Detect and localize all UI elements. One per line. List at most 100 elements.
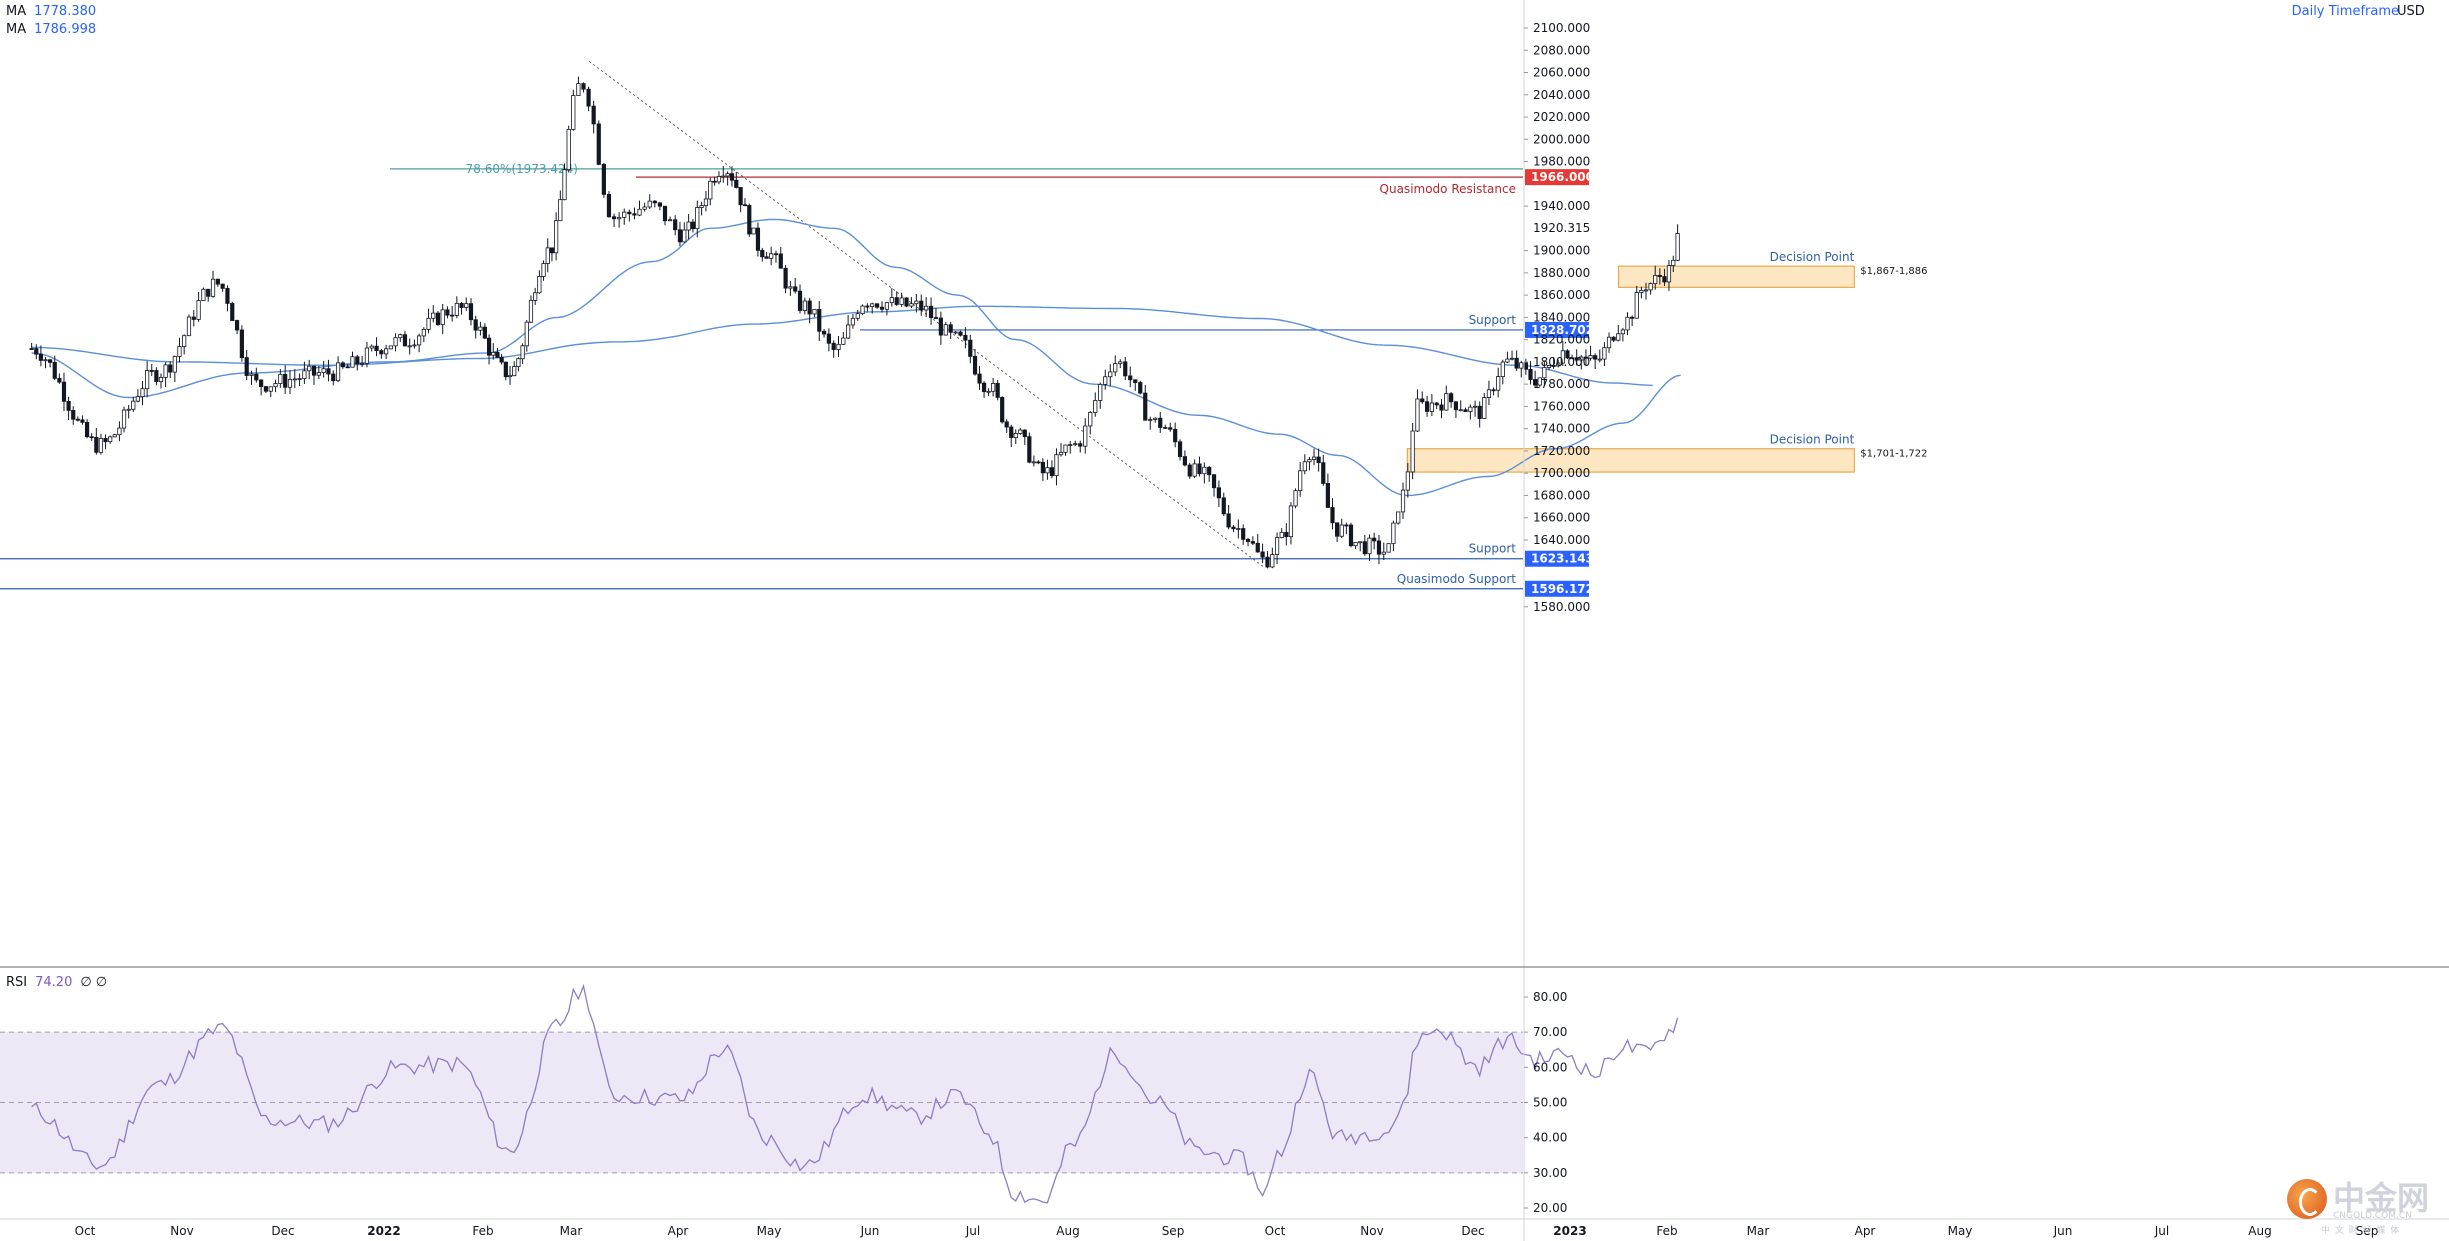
candle-body xyxy=(398,334,403,339)
candle-body xyxy=(617,216,622,220)
candle-body xyxy=(158,377,164,383)
candle-body xyxy=(884,302,890,310)
candle-body xyxy=(716,176,722,183)
candle-body xyxy=(206,288,211,297)
price-tick-label: 2060.000 xyxy=(1533,66,1590,80)
candle-body xyxy=(1260,551,1265,558)
candle-body xyxy=(384,348,389,355)
candle-body xyxy=(1054,454,1059,477)
candle-body xyxy=(350,356,355,368)
candle-body xyxy=(991,383,996,392)
candle-body xyxy=(1353,542,1358,547)
candle-body xyxy=(316,372,321,376)
candle-body xyxy=(889,297,894,304)
price-tick-label: 1680.000 xyxy=(1533,488,1590,502)
candle-body xyxy=(673,219,678,231)
candle-body xyxy=(1348,524,1354,547)
candle-body xyxy=(163,364,168,378)
candle-body xyxy=(1182,456,1187,466)
candle-body xyxy=(1439,404,1444,411)
candle-body xyxy=(1018,429,1023,434)
price-tick-label: 1640.000 xyxy=(1533,533,1590,547)
decision-zone xyxy=(1617,265,1855,288)
candle-body xyxy=(1013,433,1018,438)
candle-body xyxy=(1514,357,1519,369)
candle-body xyxy=(57,377,62,383)
time-tick-label: Apr xyxy=(1855,1224,1876,1238)
candle-body xyxy=(201,288,206,301)
candle-body xyxy=(778,253,783,269)
candle-body xyxy=(537,276,542,294)
candle-body xyxy=(426,317,431,330)
price-badge-label: 1623.143 xyxy=(1531,552,1594,566)
candle-body xyxy=(1250,541,1255,544)
candle-body xyxy=(533,292,538,301)
candle-body xyxy=(1523,362,1528,370)
candle-body xyxy=(769,253,774,259)
candle-body xyxy=(1083,425,1088,447)
candle-body xyxy=(1027,436,1032,463)
price-tick-label: 1980.000 xyxy=(1533,155,1590,169)
price-tick-label: 2000.000 xyxy=(1533,132,1590,146)
candle-body xyxy=(112,434,117,438)
candle-body xyxy=(524,321,529,347)
candle-body xyxy=(239,329,244,358)
candle-body xyxy=(154,370,159,383)
candle-body xyxy=(345,366,350,369)
decision-zone-label: Decision Point xyxy=(1770,433,1855,447)
candle-body xyxy=(1453,401,1459,411)
candle-body xyxy=(1255,542,1260,553)
candle-body xyxy=(1241,528,1246,540)
candle-body xyxy=(1202,466,1207,475)
candle-body xyxy=(249,373,254,376)
candle-body xyxy=(571,95,576,130)
candle-body xyxy=(1444,393,1449,411)
candle-body xyxy=(541,263,546,277)
candle-body xyxy=(478,326,483,331)
candle-body xyxy=(826,333,831,344)
rsi-tick-label: 40.00 xyxy=(1533,1131,1567,1145)
ma-legend-1: MA 1778.380 xyxy=(6,4,96,19)
candle-body xyxy=(812,308,817,315)
candle-body xyxy=(254,373,259,381)
candle-body xyxy=(103,438,108,443)
time-tick-label: 2022 xyxy=(367,1224,400,1238)
candle-body xyxy=(71,410,76,420)
candle-body xyxy=(1284,531,1289,538)
candle-body xyxy=(140,388,145,397)
candle-body xyxy=(1424,401,1430,412)
candle-body xyxy=(1639,289,1644,293)
candle-body xyxy=(1004,421,1009,428)
candle-body xyxy=(632,213,637,216)
price-tick-label: 1840.000 xyxy=(1533,310,1590,324)
price-tick-label: 1820.000 xyxy=(1533,333,1590,347)
candle-body xyxy=(627,211,632,215)
candle-body xyxy=(331,373,336,382)
candle-body xyxy=(821,330,827,335)
candle-body xyxy=(788,286,793,289)
candle-body xyxy=(407,345,412,348)
candle-body xyxy=(459,302,464,308)
candle-body xyxy=(1118,361,1123,365)
candle-body xyxy=(1537,377,1542,386)
candle-body xyxy=(417,335,422,346)
candle-body xyxy=(1058,451,1064,456)
candle-body xyxy=(374,345,379,351)
candle-body xyxy=(686,221,691,231)
time-tick-label: Nov xyxy=(170,1224,193,1238)
candle-body xyxy=(1381,551,1386,555)
candle-body xyxy=(703,198,709,207)
candle-body xyxy=(1391,522,1396,545)
level-label: Support xyxy=(1469,542,1517,556)
candle-body xyxy=(865,305,870,308)
candle-body xyxy=(637,208,642,216)
candle-body xyxy=(657,202,663,207)
price-tick-label: 1800.000 xyxy=(1533,355,1590,369)
candle-body xyxy=(894,297,899,305)
candle-body xyxy=(747,205,752,235)
watermark-logo-icon xyxy=(2287,1179,2327,1219)
candle-body xyxy=(1211,474,1217,489)
candle-body xyxy=(611,216,617,220)
candle-body xyxy=(1620,329,1625,335)
